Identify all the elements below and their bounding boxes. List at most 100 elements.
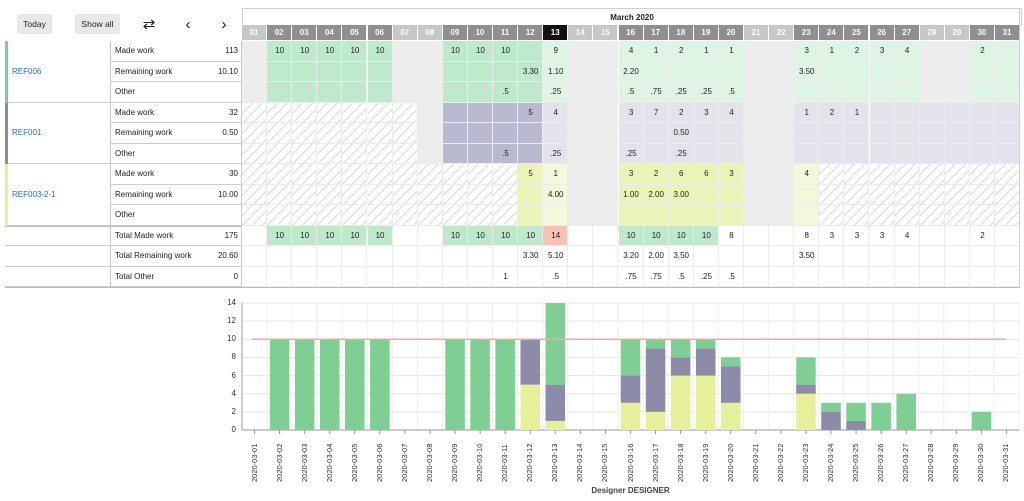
grid-cell[interactable] [718,123,744,144]
grid-cell[interactable] [819,164,845,185]
grid-cell[interactable] [995,164,1021,185]
grid-cell[interactable] [995,123,1021,144]
grid-cell[interactable] [467,164,493,185]
bar-segment[interactable] [670,375,691,430]
grid-cell[interactable] [493,123,519,144]
grid-cell[interactable] [844,164,870,185]
grid-cell[interactable] [543,205,569,226]
grid-cell[interactable] [292,123,318,144]
bar-segment[interactable] [796,357,816,385]
grid-cell[interactable] [267,143,293,164]
grid-cell[interactable] [442,102,468,123]
grid-cell[interactable] [668,82,694,103]
bar-segment[interactable] [620,402,641,430]
bar-segment[interactable] [896,393,916,430]
grid-cell[interactable] [267,123,293,144]
grid-cell[interactable] [317,184,343,205]
grid-cell[interactable] [317,82,343,103]
grid-cell[interactable] [919,205,945,226]
grid-cell[interactable] [744,184,770,205]
bar-segment[interactable] [695,339,716,349]
grid-cell[interactable] [493,205,519,226]
grid-cell[interactable] [794,123,820,144]
chevron-left-icon[interactable]: ‹ [185,15,191,33]
day-header-08[interactable]: 08 [417,25,443,40]
grid-cell[interactable] [467,82,493,103]
bar-segment[interactable] [670,357,691,376]
grid-cell[interactable] [367,61,393,82]
grid-cell[interactable] [718,164,744,185]
grid-cell[interactable] [292,143,318,164]
grid-cell[interactable] [769,205,795,226]
grid-cell[interactable] [442,123,468,144]
grid-cell[interactable] [744,205,770,226]
grid-cell[interactable] [668,143,694,164]
grid-cell[interactable] [342,82,368,103]
grid-cell[interactable] [242,164,268,185]
grid-cell[interactable] [593,143,619,164]
day-header-19[interactable]: 19 [693,25,719,40]
grid-cell[interactable] [467,184,493,205]
grid-cell[interactable] [618,61,644,82]
grid-cell[interactable] [618,82,644,103]
grid-cell[interactable] [944,205,970,226]
grid-cell[interactable] [794,41,820,62]
grid-cell[interactable] [744,123,770,144]
grid-cell[interactable] [342,102,368,123]
grid-cell[interactable] [392,184,418,205]
grid-cell[interactable] [969,164,995,185]
grid-cell[interactable] [794,102,820,123]
grid-cell[interactable] [417,123,443,144]
grid-cell[interactable] [392,205,418,226]
grid-cell[interactable] [342,61,368,82]
show-all-button[interactable]: Show all [75,14,120,34]
grid-cell[interactable] [844,61,870,82]
grid-cell[interactable] [693,61,719,82]
grid-cell[interactable] [919,61,945,82]
grid-cell[interactable] [442,143,468,164]
grid-cell[interactable] [919,82,945,103]
grid-cell[interactable] [593,123,619,144]
grid-cell[interactable] [693,205,719,226]
grid-cell[interactable] [744,61,770,82]
grid-cell[interactable] [618,41,644,62]
bar-segment[interactable] [670,339,691,358]
grid-cell[interactable] [869,61,895,82]
grid-cell[interactable] [844,41,870,62]
day-header-21[interactable]: 21 [744,25,770,40]
grid-cell[interactable] [944,41,970,62]
grid-cell[interactable] [442,82,468,103]
grid-cell[interactable] [518,184,544,205]
grid-cell[interactable] [718,184,744,205]
grid-cell[interactable] [317,205,343,226]
grid-cell[interactable] [819,184,845,205]
day-header-25[interactable]: 25 [844,25,870,40]
day-header-24[interactable]: 24 [819,25,845,40]
bar-segment[interactable] [695,348,716,376]
grid-cell[interactable] [718,41,744,62]
grid-cell[interactable] [518,82,544,103]
bar-segment[interactable] [620,375,641,403]
day-header-03[interactable]: 03 [292,25,318,40]
grid-cell[interactable] [292,184,318,205]
day-header-17[interactable]: 17 [643,25,669,40]
grid-cell[interactable] [242,41,268,62]
grid-cell[interactable] [242,61,268,82]
day-header-31[interactable]: 31 [995,25,1021,40]
grid-cell[interactable] [317,41,343,62]
grid-cell[interactable] [643,205,669,226]
grid-cell[interactable] [367,123,393,144]
grid-cell[interactable] [242,102,268,123]
grid-cell[interactable] [342,205,368,226]
grid-cell[interactable] [267,164,293,185]
grid-cell[interactable] [668,102,694,123]
grid-cell[interactable] [493,102,519,123]
bar-segment[interactable] [370,339,390,430]
grid-cell[interactable] [819,41,845,62]
grid-cell[interactable] [744,164,770,185]
grid-cell[interactable] [342,143,368,164]
bar-segment[interactable] [545,384,566,421]
grid-cell[interactable] [543,143,569,164]
grid-cell[interactable] [618,184,644,205]
grid-cell[interactable] [769,102,795,123]
